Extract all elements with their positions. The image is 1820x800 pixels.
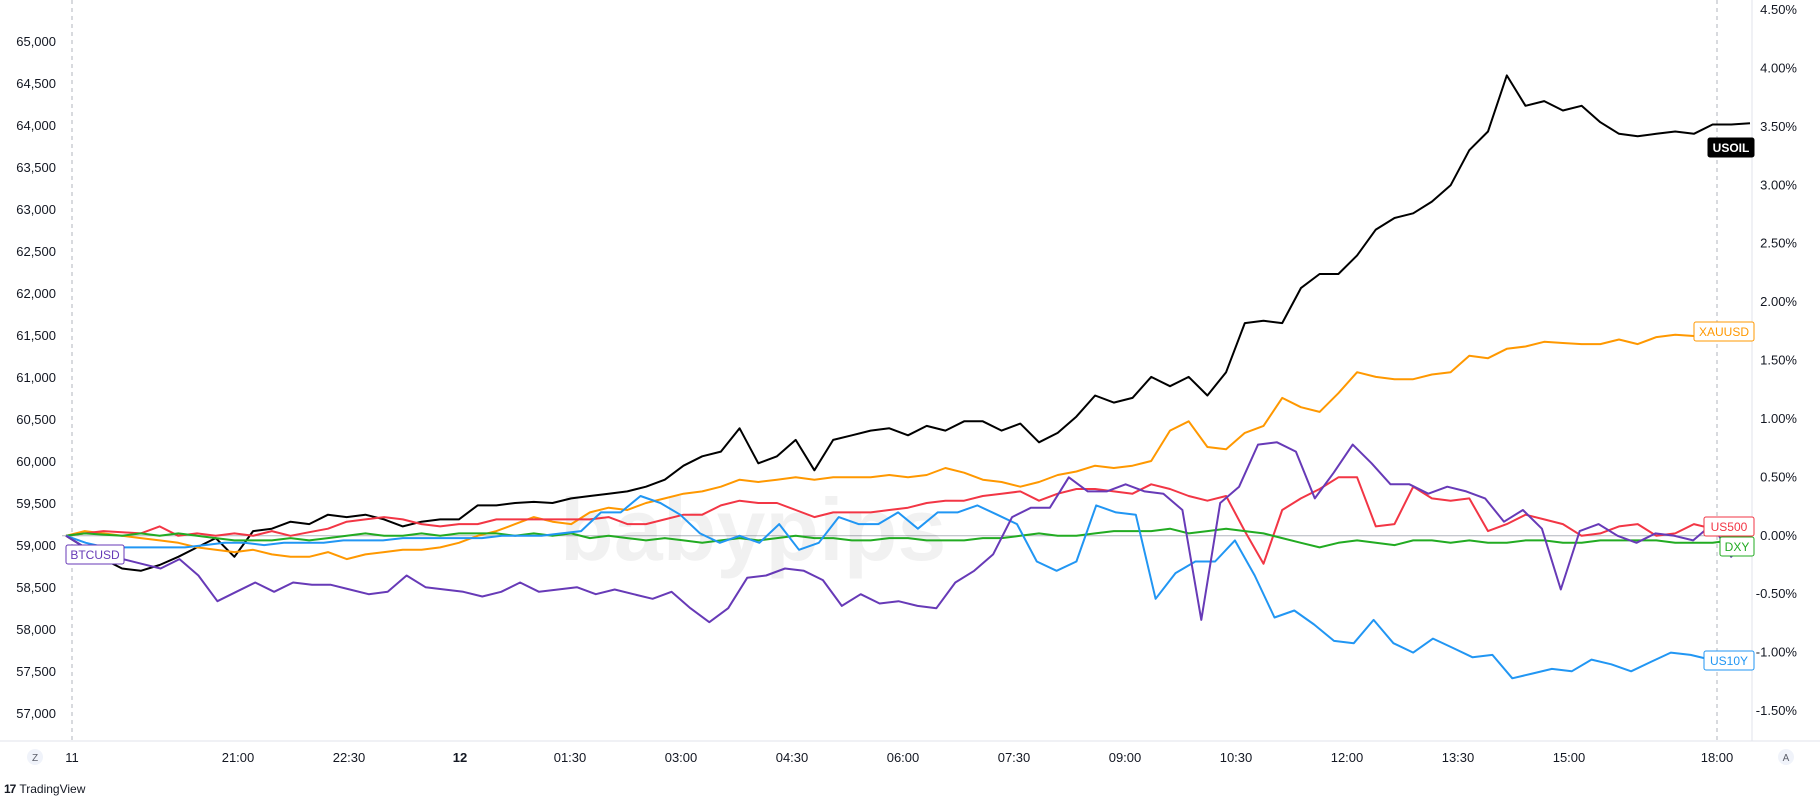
right-axis-tick: 3.00% [1760, 177, 1797, 192]
series-label-box-usoil [1707, 137, 1755, 158]
x-axis-tick[interactable]: 12 [453, 750, 467, 765]
right-axis-tick: 4.50% [1760, 2, 1797, 17]
right-corner-button-label: A [1783, 753, 1790, 764]
chart-canvas: babypips 65,00064,50064,00063,50063,0006… [0, 0, 1820, 765]
footer: 17 TradingView [4, 780, 85, 798]
tradingview-brand: TradingView [19, 782, 86, 796]
left-axis-tick: 65,000 [16, 34, 56, 49]
series-label-xauusd: XAUUSD [1699, 325, 1749, 339]
left-axis-tick: 60,000 [16, 454, 56, 469]
right-corner-button[interactable] [1778, 749, 1794, 765]
watermark: babypips [560, 480, 946, 579]
series-label-box-dxy [1719, 536, 1755, 557]
x-axis-tick[interactable]: 09:00 [1109, 750, 1142, 765]
series-label-box-us500 [1703, 516, 1755, 537]
corner-buttons: Z A [27, 749, 1794, 765]
right-axis-tick: 2.50% [1760, 236, 1797, 251]
right-axis-tick: 2.00% [1760, 294, 1797, 309]
x-axis-tick[interactable]: 11 [65, 750, 79, 765]
x-axis-tick[interactable]: 22:30 [333, 750, 366, 765]
right-axis-tick: 3.50% [1760, 119, 1797, 134]
series-line-dxy [65, 527, 1751, 549]
series-line-us500 [65, 476, 1751, 565]
watermark-text: babypips [560, 480, 946, 579]
chart-frame [0, 0, 1820, 742]
left-axis: 65,000 64,500 64,000 63,500 63,000 62,500 62,0… [16, 34, 56, 721]
x-axis-tick[interactable]: 12:00 [1331, 750, 1364, 765]
x-axis-tick[interactable]: 13:30 [1442, 750, 1475, 765]
series-labels: USOIL XAUUSD US500 DXY US10Y BTCUSD [65, 137, 1755, 671]
series-label-box-xauusd [1693, 321, 1755, 342]
left-axis-tick: 61,000 [16, 370, 56, 385]
x-axis-tick[interactable]: 01:30 [554, 750, 587, 765]
series-line-btcusd [65, 441, 1751, 624]
right-axis-tick: -1.00% [1756, 645, 1798, 660]
x-axis-tick[interactable]: 21:00 [222, 750, 255, 765]
left-axis-tick: 59,000 [16, 538, 56, 553]
plot-area [65, 74, 1751, 680]
x-axis-tick[interactable]: 04:30 [776, 750, 809, 765]
series-line-us10y [65, 495, 1751, 680]
x-axis-tick[interactable]: 10:30 [1220, 750, 1253, 765]
x-axis-tick[interactable]: 15:00 [1553, 750, 1586, 765]
left-corner-button[interactable] [27, 749, 43, 765]
left-axis-tick: 57,000 [16, 706, 56, 721]
series-label-usoil: USOIL [1713, 141, 1750, 155]
right-axis: 4.50% 4.00% 3.50% 3.00% 2.50% 2.00% 1.50% 1.00%… [1756, 2, 1798, 718]
left-axis-tick: 59,500 [16, 496, 56, 511]
left-axis-tick: 61,500 [16, 328, 56, 343]
right-axis-tick: 1.00% [1760, 411, 1797, 426]
left-axis-tick: 63,000 [16, 202, 56, 217]
tradingview-logo: 17 [4, 782, 16, 796]
x-axis[interactable]: 11 21:00 22:30 12 01:30 03:00 04:30 06:00 07:30 0… [65, 750, 1733, 765]
left-axis-tick: 63,500 [16, 160, 56, 175]
left-axis-tick: 62,500 [16, 244, 56, 259]
right-axis-tick: -1.50% [1756, 703, 1798, 718]
right-axis-tick: 4.00% [1760, 60, 1797, 75]
left-axis-tick: 57,500 [16, 664, 56, 679]
right-axis-tick: 1.50% [1760, 353, 1797, 368]
left-axis-tick: 58,000 [16, 622, 56, 637]
series-label-box-us10y [1703, 650, 1755, 671]
left-axis-tick: 64,000 [16, 118, 56, 133]
series-line-usoil [65, 74, 1751, 572]
left-corner-button-label: Z [32, 753, 38, 764]
right-axis-tick: 0.50% [1760, 469, 1797, 484]
left-axis-tick: 62,000 [16, 286, 56, 301]
right-axis-tick: -0.50% [1756, 586, 1798, 601]
left-axis-tick: 60,500 [16, 412, 56, 427]
x-axis-tick[interactable]: 03:00 [665, 750, 698, 765]
left-axis-tick: 64,500 [16, 76, 56, 91]
x-axis-tick[interactable]: 18:00 [1701, 750, 1734, 765]
x-axis-tick[interactable]: 06:00 [887, 750, 920, 765]
series-label-dxy: DXY [1725, 540, 1750, 554]
series-label-us10y: US10Y [1710, 654, 1748, 668]
series-line-xauusd [65, 330, 1751, 561]
series-label-box-btcusd [65, 544, 125, 565]
right-axis-tick: 0.00% [1760, 528, 1797, 543]
series-label-btcusd: BTCUSD [70, 548, 120, 562]
left-axis-tick: 58,500 [16, 580, 56, 595]
series-label-us500: US500 [1711, 520, 1748, 534]
x-axis-tick[interactable]: 07:30 [998, 750, 1031, 765]
